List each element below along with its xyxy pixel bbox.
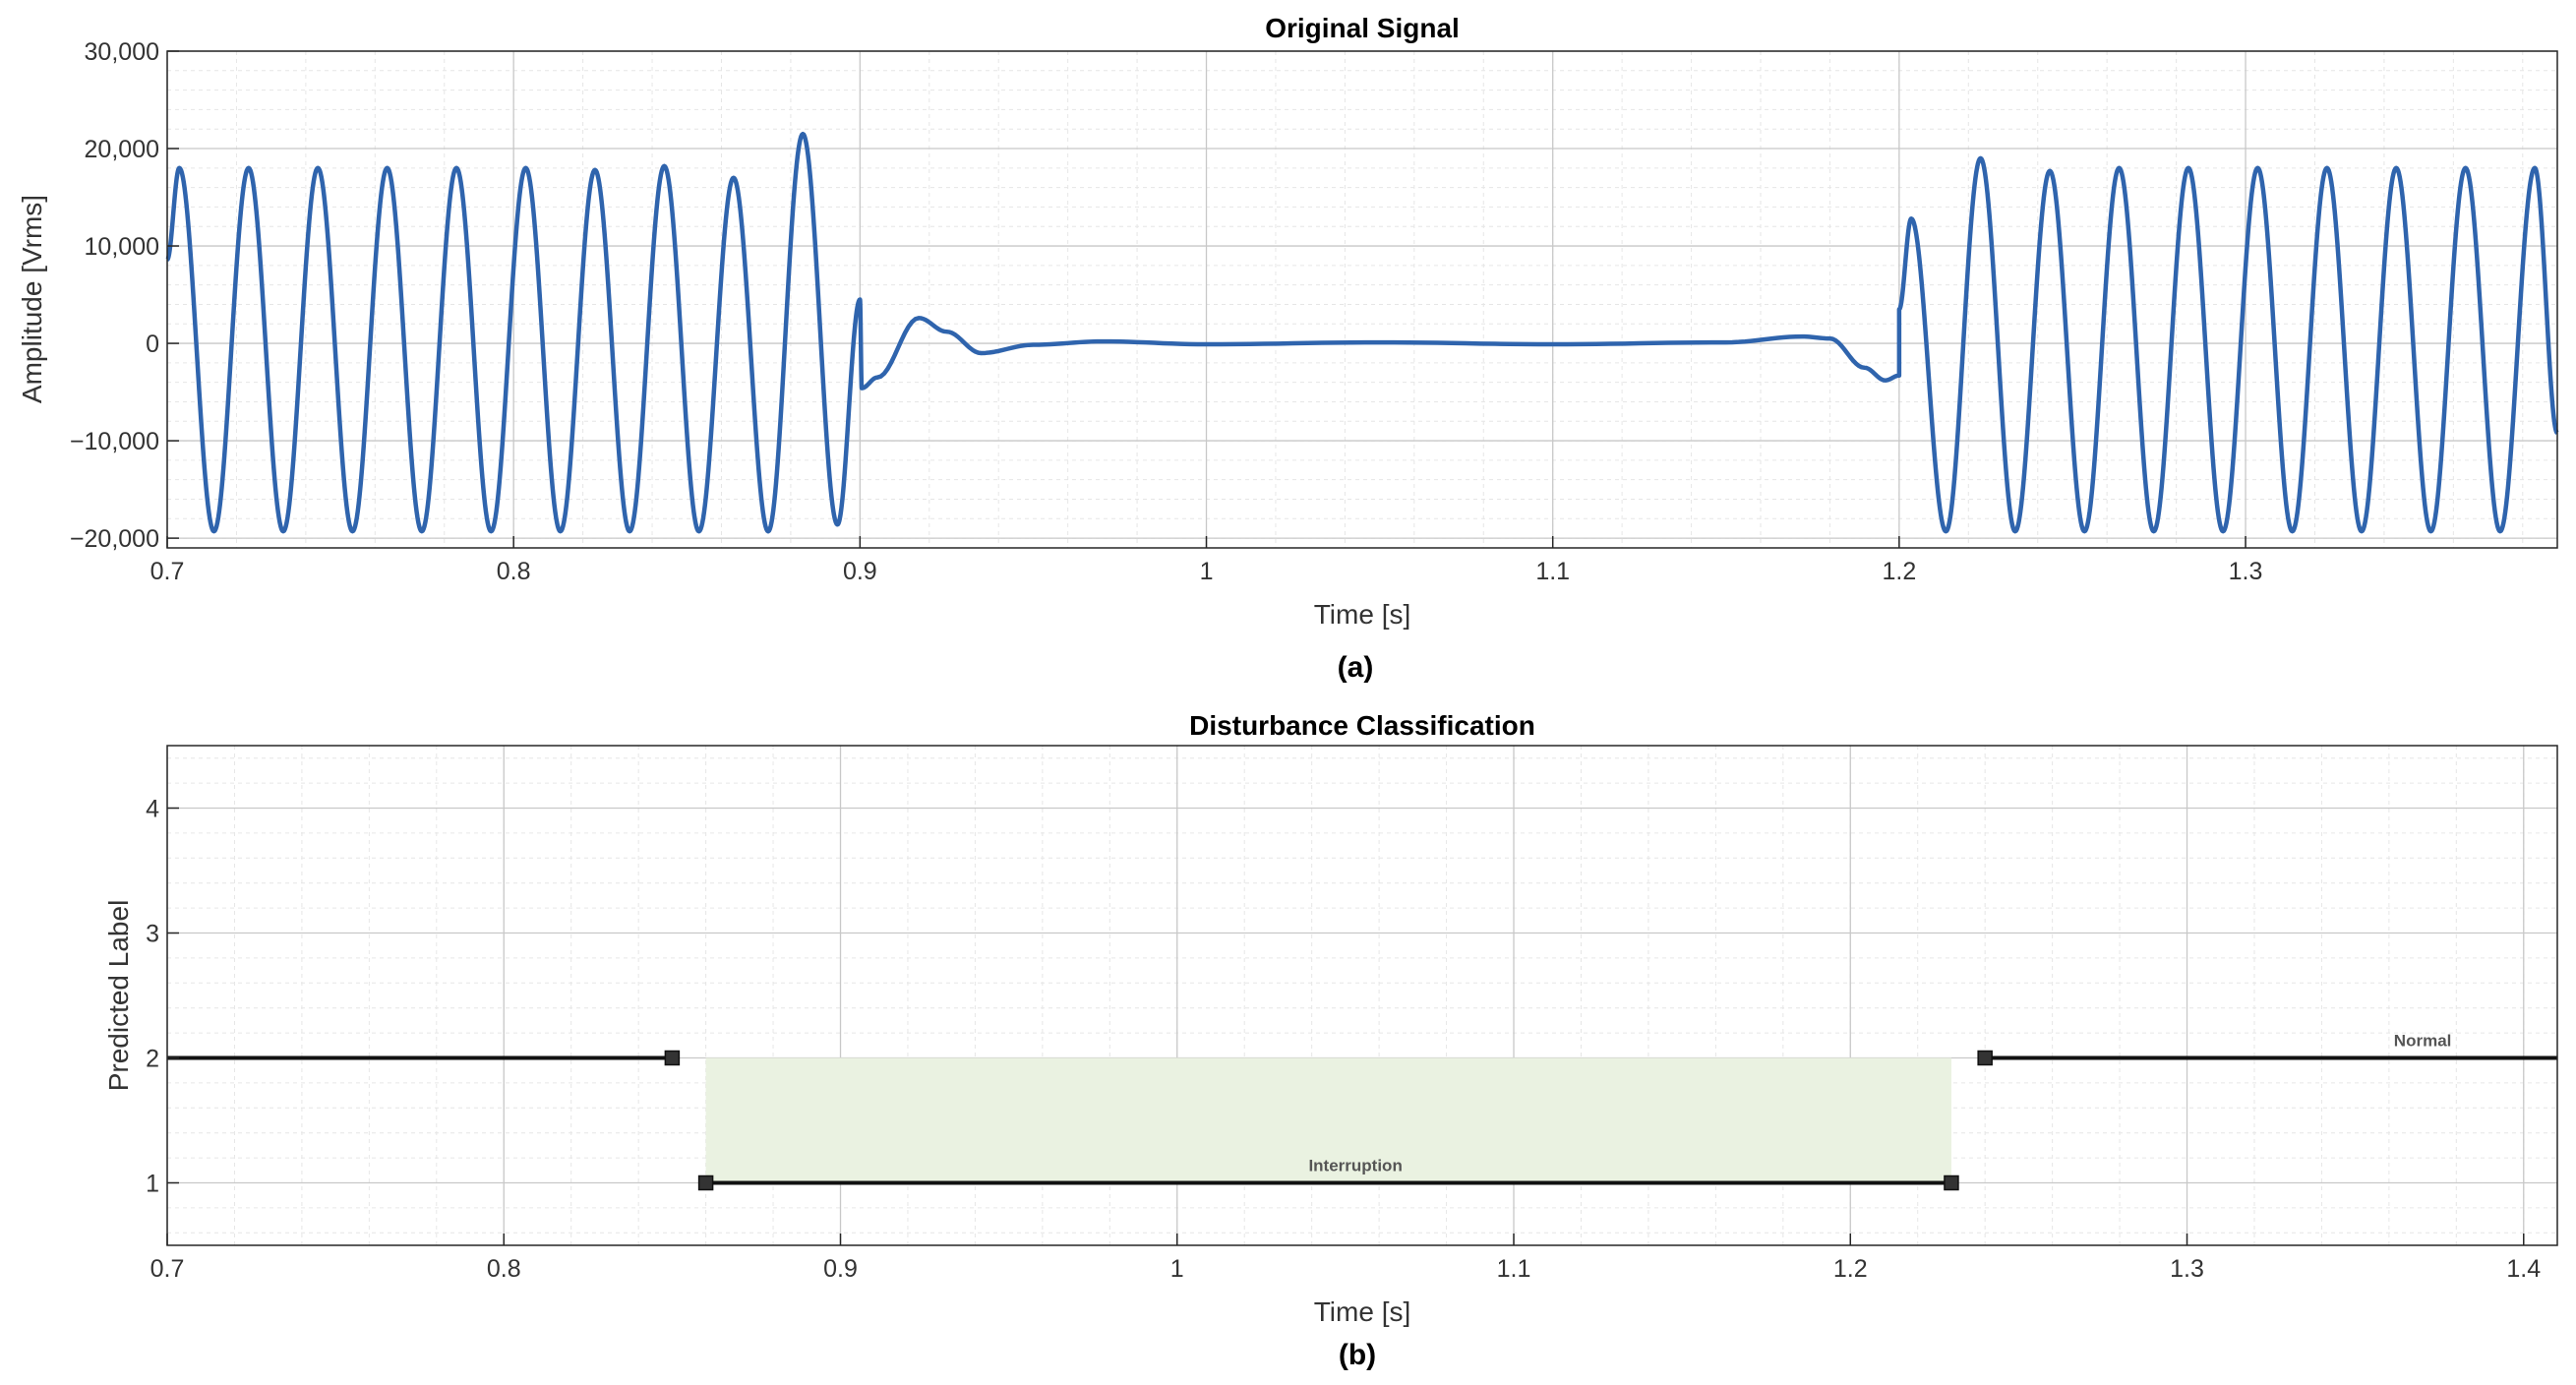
segment-marker <box>1977 1050 1993 1066</box>
x-tick-label: 1.2 <box>1833 1255 1868 1283</box>
signal-line <box>165 131 2559 534</box>
chart-a-plot-area <box>167 51 2557 548</box>
x-tick-label: 0.9 <box>843 558 877 585</box>
y-tick-label: −20,000 <box>70 525 159 553</box>
x-tick-label: 0.7 <box>150 1255 185 1283</box>
x-tick-label: 1.3 <box>2170 1255 2204 1283</box>
chart-a-ylabel: Amplitude [Vrms] <box>17 195 47 403</box>
x-tick-label: 1.4 <box>2506 1255 2541 1283</box>
chart-a-title: Original Signal <box>1265 13 1460 43</box>
chart-b-ticks: 0.7 0.8 0.9 1 1.1 1.2 1.3 1.4 1 2 3 4 <box>146 796 2541 1284</box>
segment-marker <box>664 1050 681 1066</box>
chart-b-xlabel: Time [s] <box>1314 1296 1411 1327</box>
y-tick-label: 30,000 <box>85 38 159 66</box>
chart-a: 0.7 0.8 0.9 1 1.1 1.2 1.3 −20,000 −10,000 0 10,000… <box>17 13 2559 684</box>
chart-b-ylabel: Predicted Label <box>103 900 134 1092</box>
segment-annotation: Interruption <box>1308 1157 1402 1175</box>
chart-b-caption: (b) <box>1339 1339 1376 1371</box>
chart-b-frame <box>166 745 2558 1246</box>
y-tick-label: 4 <box>146 796 159 823</box>
chart-a-xlabel: Time [s] <box>1314 599 1411 630</box>
segment-marker <box>697 1174 714 1191</box>
y-tick-label: 3 <box>146 921 159 948</box>
chart-a-ticks: 0.7 0.8 0.9 1 1.1 1.2 1.3 −20,000 −10,000 0 10,000… <box>70 38 2263 585</box>
x-tick-label: 1.3 <box>2229 558 2263 585</box>
x-tick-label: 1.1 <box>1535 558 1570 585</box>
chart-a-frame <box>166 50 2558 549</box>
x-tick-label: 1 <box>1200 558 1214 585</box>
x-tick-label: 0.8 <box>487 1255 521 1283</box>
chart-a-caption: (a) <box>1338 651 1374 684</box>
x-tick-label: 0.8 <box>497 558 531 585</box>
x-tick-label: 1.1 <box>1497 1255 1531 1283</box>
y-tick-label: 20,000 <box>85 136 159 163</box>
chart-a-marks <box>165 131 2559 534</box>
y-tick-label: 2 <box>146 1046 159 1073</box>
chart-b-marks: Interruption Normal <box>167 1032 2557 1191</box>
x-tick-label: 1.2 <box>1882 558 1916 585</box>
chart-b-title: Disturbance Classification <box>1189 710 1535 741</box>
x-tick-label: 0.7 <box>150 558 185 585</box>
y-tick-label: −10,000 <box>70 428 159 455</box>
y-tick-label: 0 <box>146 331 159 358</box>
y-tick-label: 1 <box>146 1171 159 1198</box>
y-tick-label: 10,000 <box>85 233 159 261</box>
x-tick-label: 1 <box>1170 1255 1184 1283</box>
chart-b: Interruption Normal 0.7 0.8 0.9 1 1.1 1.2 1.3 1.… <box>103 710 2558 1371</box>
segment-marker <box>1944 1174 1959 1191</box>
interruption-region <box>705 1057 1951 1183</box>
segment-annotation: Normal <box>2394 1032 2452 1051</box>
x-tick-label: 0.9 <box>823 1255 858 1283</box>
